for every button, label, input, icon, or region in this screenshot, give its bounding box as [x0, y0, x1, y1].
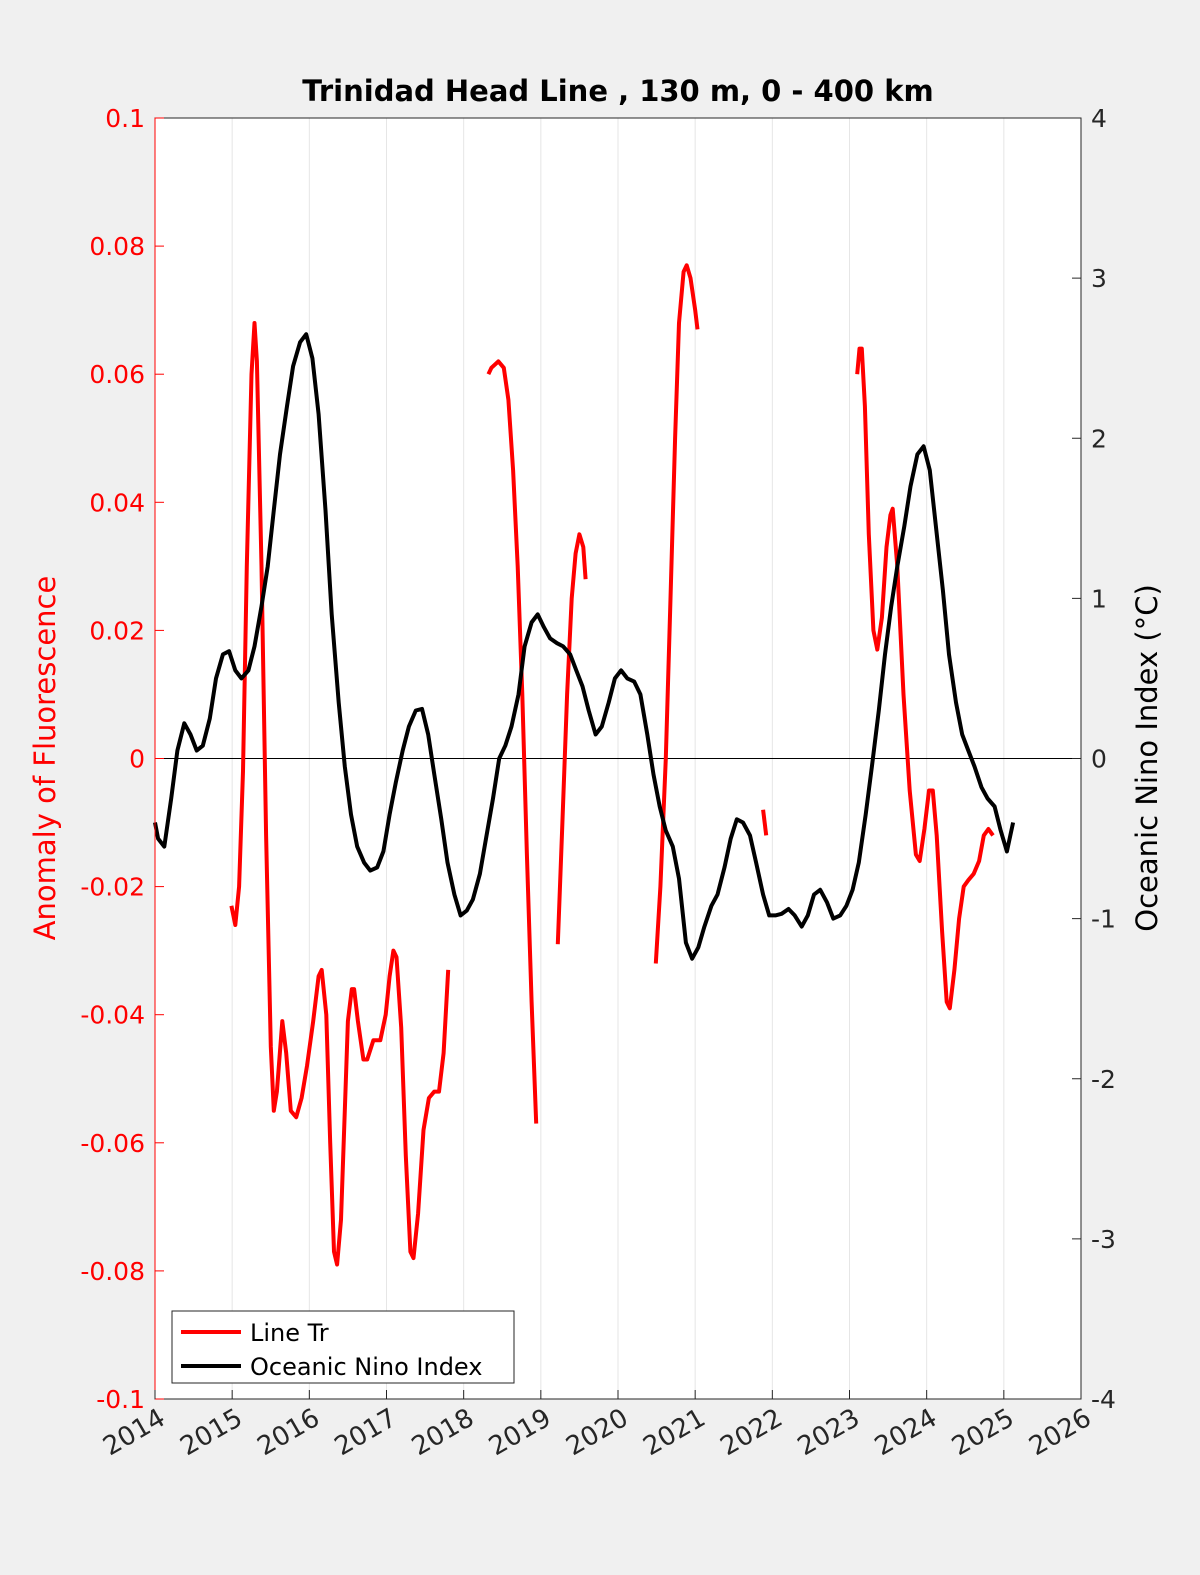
series-line-tr-segment: [486, 359, 539, 1124]
series-line-tr-segment: [855, 346, 995, 1011]
left-axis: -0.1 -0.08 -0.06 -0.04 -0.02 0 0.02 0.04 0.06 0.0…: [80, 104, 164, 1414]
left-y-tick-label: -0.08: [80, 1257, 145, 1286]
left-y-tick-label: 0.08: [89, 232, 145, 261]
left-y-tick-label: 0.1: [105, 104, 145, 133]
series-line-tr-segment: [761, 809, 769, 836]
series-oni-segment: [153, 332, 1016, 961]
chart-title: Trinidad Head Line , 130 m, 0 - 400 km: [302, 74, 933, 108]
series-line-tr-segment: [229, 321, 451, 1267]
legend: Line Tr Oceanic Nino Index: [171, 1310, 515, 1384]
left-y-tick-label: 0.04: [89, 488, 145, 517]
right-y-tick-label: 3: [1091, 264, 1107, 293]
left-y-tick-label: -0.02: [80, 873, 145, 902]
left-axis-label: Anomaly of Fluorescence: [28, 576, 62, 941]
right-y-tick-label: 1: [1091, 584, 1107, 613]
left-y-tick-label: 0: [129, 745, 145, 774]
right-y-tick-label: -4: [1091, 1385, 1116, 1414]
left-y-tick-label: -0.1: [96, 1385, 145, 1414]
series-line-tr-segment: [555, 532, 588, 945]
left-y-tick-label: -0.06: [80, 1129, 145, 1158]
legend-box: [171, 1310, 515, 1384]
series-line-tr-segment: [653, 263, 700, 964]
left-y-tick-label: 0.02: [89, 616, 145, 645]
series-group: [153, 263, 1016, 1267]
right-y-tick-label: 2: [1091, 424, 1107, 453]
right-y-tick-label: -3: [1091, 1225, 1116, 1254]
legend-label-line-tr: Line Tr: [250, 1319, 329, 1347]
left-y-tick-label: 0.06: [89, 360, 145, 389]
left-y-tick-label: -0.04: [80, 1001, 145, 1030]
right-y-tick-label: 0: [1091, 745, 1107, 774]
right-y-tick-label: -2: [1091, 1065, 1116, 1094]
right-y-tick-label: 4: [1091, 104, 1107, 133]
right-axis-label: Oceanic Nino Index (°C): [1130, 584, 1164, 932]
right-axis: -4 -3 -2 -1 0 1 2 3 4: [1072, 104, 1116, 1414]
legend-label-oni: Oceanic Nino Index: [250, 1353, 482, 1381]
right-y-tick-label: -1: [1091, 905, 1116, 934]
